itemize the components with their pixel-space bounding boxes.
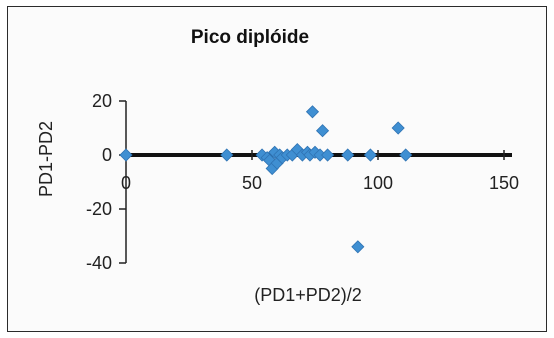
y-axis-label: PD1-PD2 xyxy=(36,121,56,197)
data-point xyxy=(119,148,133,162)
data-point xyxy=(341,148,355,162)
axes: 20 0 -20 -40 0 50 100 150 xyxy=(86,91,519,273)
scatter-chart: Pico diplóide PD1-PD2 (PD1+PD2)/2 20 0 -20… xyxy=(36,27,519,305)
y-tick-label: 0 xyxy=(102,145,112,165)
chart-container: Pico diplóide PD1-PD2 (PD1+PD2)/2 20 0 -20… xyxy=(7,6,547,332)
y-tick-label: -20 xyxy=(86,199,112,219)
data-points xyxy=(119,105,413,254)
data-point xyxy=(391,121,405,135)
x-tick-label: 100 xyxy=(363,173,393,193)
data-point xyxy=(351,240,365,254)
y-tick-label: -40 xyxy=(86,253,112,273)
x-tick-label: 150 xyxy=(489,173,519,193)
data-point xyxy=(220,148,234,162)
data-point xyxy=(399,148,413,162)
x-axis-label: (PD1+PD2)/2 xyxy=(254,285,362,305)
chart-title: Pico diplóide xyxy=(191,27,309,48)
data-point xyxy=(321,148,335,162)
data-point xyxy=(305,105,320,119)
data-point xyxy=(363,148,378,162)
x-tick-label: 50 xyxy=(242,173,262,193)
y-tick-label: 20 xyxy=(92,91,112,111)
data-point xyxy=(315,124,330,138)
x-tick-label: 0 xyxy=(121,173,131,193)
